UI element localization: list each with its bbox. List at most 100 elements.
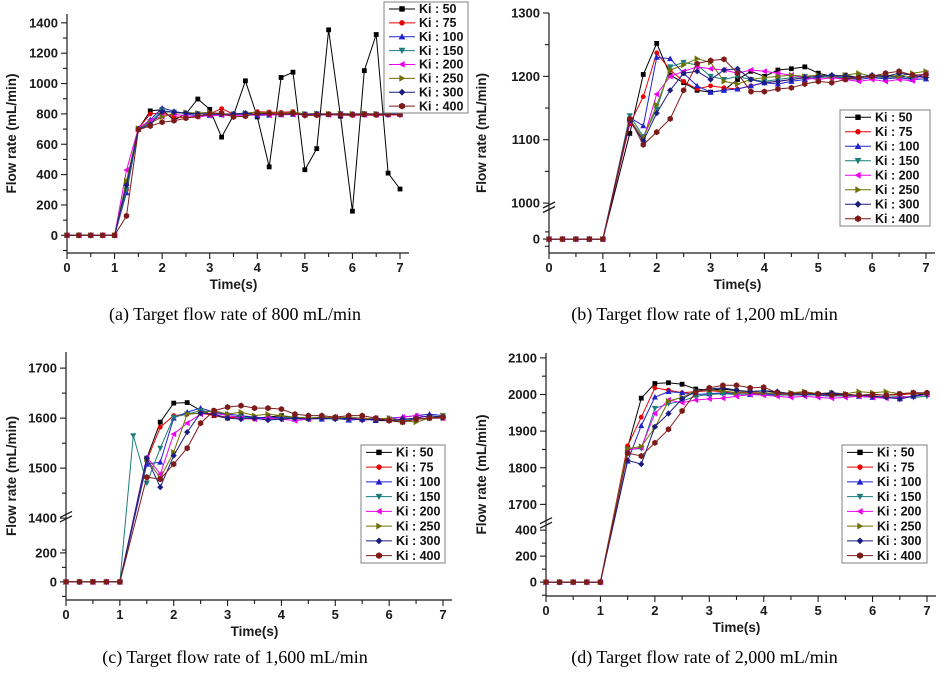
x-tick-label: 3 — [706, 603, 713, 618]
axes — [548, 13, 935, 254]
series-group — [63, 27, 404, 239]
legend-label: Ki : 400 — [875, 212, 920, 226]
series-ki-100 — [63, 105, 404, 238]
y-tick-label: 0 — [51, 228, 58, 243]
legend-box — [841, 444, 928, 564]
y-tick-label: 400 — [36, 167, 58, 182]
legend-label: Ki : 250 — [419, 72, 464, 86]
y-axis-title: Flow rate (mL/min) — [474, 414, 489, 534]
tick-labels: 0 1000 1100 1200 1300 0 1 2 3 4 5 6 7 — [511, 6, 930, 276]
y-tick-label: 2100 — [508, 350, 537, 365]
y-axis-title: Flow rate (mL/min) — [4, 416, 19, 536]
x-tick-label: 6 — [349, 260, 356, 275]
series-ki-75 — [64, 106, 403, 238]
subplot-a: 0 200 400 600 800 1000 1200 1400 0 1 2 3 4 5 6 7 Time(s)… — [0, 0, 470, 343]
y-tick-label: 0 — [50, 574, 57, 589]
y-tick-label: 0 — [533, 232, 540, 247]
legend-label: Ki : 75 — [875, 125, 913, 139]
tick-marks — [61, 22, 401, 259]
x-tick-label: 5 — [332, 607, 339, 622]
tick-labels: 0 200 400 1700 1800 1900 2000 2100 0 1 2 3 4 5 6 7 — [508, 350, 931, 618]
legend-box — [383, 1, 469, 114]
y-tick-label: 1900 — [508, 424, 537, 439]
y-tick-label: 600 — [36, 137, 58, 152]
x-axis-title: Time(s) — [713, 620, 761, 635]
x-tick-label: 5 — [815, 260, 822, 275]
series-ki-200 — [63, 111, 403, 239]
axis-break-icon — [59, 510, 73, 523]
legend-label: Ki : 300 — [877, 534, 922, 548]
x-tick-label: 0 — [545, 260, 552, 275]
series-markers — [63, 402, 446, 585]
y-tick-label: 1000 — [511, 196, 540, 211]
tick-labels: 0 200 1400 1500 1600 1700 0 1 2 3 4 5 6 7 — [28, 361, 447, 622]
legend-label: Ki : 150 — [877, 490, 922, 504]
x-tick-label: 0 — [63, 260, 70, 275]
chart-canvas-d: 0 200 400 1700 1800 1900 2000 2100 0 1 2 3 4 5 6 7 Time(… — [474, 350, 936, 635]
series-markers — [63, 108, 404, 239]
legend-label: Ki : 100 — [396, 475, 441, 489]
x-tick-label: 4 — [254, 260, 262, 275]
caption-d: (d) Target flow rate of 2,000 mL/min — [571, 647, 838, 667]
x-tick-label: 6 — [869, 260, 876, 275]
series-ki-400 — [543, 382, 930, 586]
y-tick-label: 1700 — [28, 361, 57, 376]
legend-label: Ki : 300 — [396, 534, 441, 548]
y-axis-title: Flow rate (mL/min) — [474, 73, 489, 193]
series-markers — [63, 111, 403, 239]
series-markers — [63, 105, 404, 238]
series-ki-150 — [63, 108, 404, 239]
y-tick-label: 1400 — [28, 511, 57, 526]
legend-label: Ki : 300 — [419, 85, 464, 99]
y-tick-label: 1200 — [511, 69, 540, 84]
x-tick-label: 1 — [597, 603, 604, 618]
series-markers — [64, 109, 404, 239]
x-axis-title: Time(s) — [231, 624, 279, 639]
y-tick-label: 0 — [530, 575, 537, 590]
y-tick-label: 2000 — [508, 387, 537, 402]
legend-label: Ki : 50 — [396, 446, 434, 460]
y-axis-title: Flow rate (mL/min) — [4, 73, 19, 193]
x-tick-label: 1 — [599, 260, 606, 275]
legend-box — [360, 444, 446, 564]
x-tick-label: 7 — [922, 260, 929, 275]
y-tick-label: 1200 — [29, 46, 58, 61]
y-tick-label: 800 — [36, 106, 58, 121]
x-tick-label: 4 — [761, 260, 769, 275]
y-tick-label: 1500 — [28, 461, 57, 476]
series-ki-50 — [64, 27, 403, 238]
x-tick-label: 7 — [923, 603, 930, 618]
legend-label: Ki : 75 — [877, 460, 915, 474]
y-tick-label: 1300 — [511, 6, 540, 21]
subplot-c: 0 200 1400 1500 1600 1700 0 1 2 3 4 5 6 7 Time(s) Flow … — [0, 343, 470, 687]
legend-label: Ki : 50 — [875, 111, 913, 125]
legend-label: Ki : 200 — [396, 505, 441, 519]
series-ki-400 — [63, 402, 446, 585]
x-tick-label: 5 — [301, 260, 308, 275]
y-tick-label: 1700 — [508, 497, 537, 512]
series-markers — [64, 106, 403, 238]
y-tick-label: 400 — [515, 523, 537, 538]
y-tick-label: 1400 — [29, 15, 58, 30]
axis-break-icon — [539, 517, 553, 529]
chart-canvas-a: 0 200 400 600 800 1000 1200 1400 0 1 2 3 4 5 6 7 Time(s)… — [4, 1, 469, 292]
x-tick-label: 1 — [116, 607, 123, 622]
caption-c: (c) Target flow rate of 1,600 mL/min — [102, 647, 368, 667]
series-markers — [543, 382, 930, 586]
legend-label: Ki : 200 — [419, 58, 464, 72]
x-tick-label: 0 — [62, 607, 69, 622]
x-axis-title: Time(s) — [714, 277, 762, 292]
subplot-d: 0 200 400 1700 1800 1900 2000 2100 0 1 2 3 4 5 6 7 Time(… — [470, 343, 939, 687]
legend-label: Ki : 200 — [877, 505, 922, 519]
legend-label: Ki : 400 — [396, 549, 441, 563]
axes — [545, 353, 936, 597]
legend-label: Ki : 200 — [875, 169, 920, 183]
chart-canvas-b: 0 1000 1100 1200 1300 0 1 2 3 4 5 6 7 Time(s) Flow rat… — [474, 6, 935, 292]
x-tick-label: 0 — [542, 603, 549, 618]
legend-label: Ki : 300 — [875, 198, 920, 212]
series-markers — [63, 108, 404, 239]
x-tick-label: 3 — [206, 260, 213, 275]
caption-a: (a) Target flow rate of 800 mL/min — [109, 304, 361, 324]
